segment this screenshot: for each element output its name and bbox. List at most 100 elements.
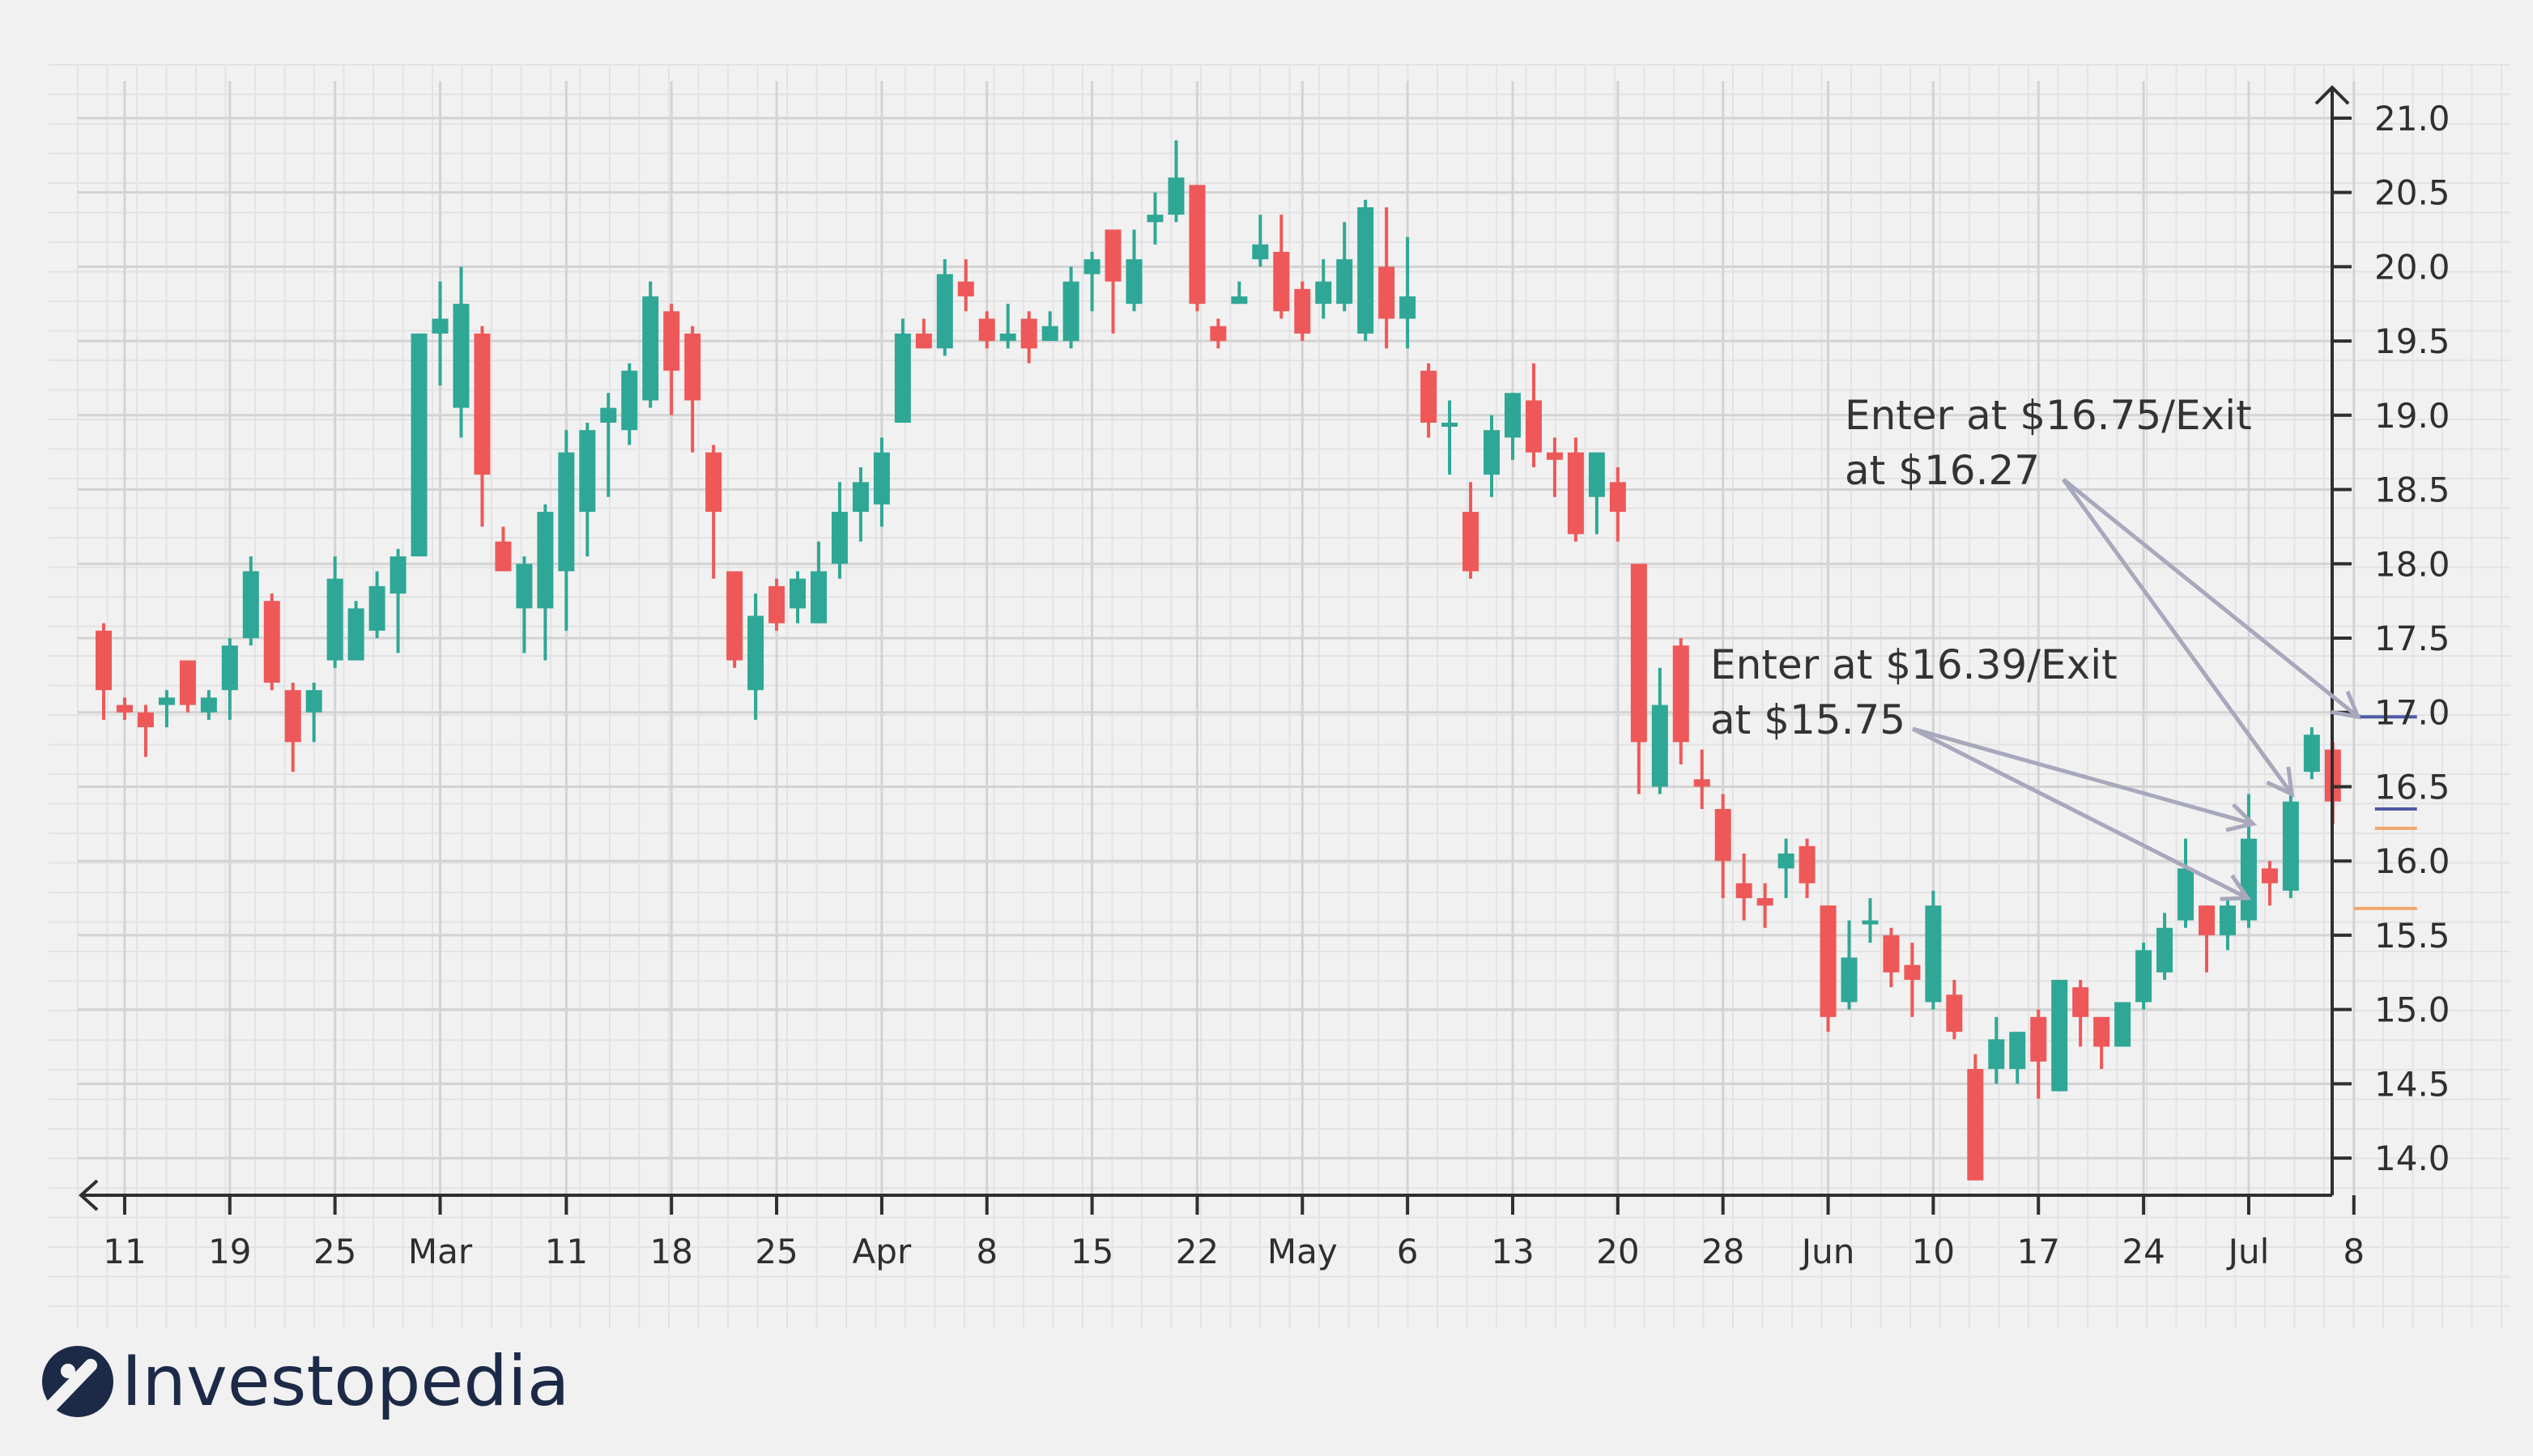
candle [1168, 140, 1185, 223]
candle-body [663, 311, 680, 371]
candle-body [474, 333, 491, 475]
candle [179, 660, 196, 713]
logo-wordmark: Investopedia [121, 1341, 570, 1422]
candle-body [263, 601, 280, 683]
x-tick-label: Mar [408, 1232, 473, 1271]
candle-body [2072, 987, 2089, 1017]
x-tick-label: Jul [2226, 1232, 2270, 1271]
candle [1273, 215, 1290, 319]
candle [158, 690, 175, 728]
candle-body [1567, 452, 1584, 534]
candle-body [999, 333, 1016, 342]
candle-body [1820, 905, 1837, 1017]
candle-body [1168, 177, 1185, 215]
x-tick-label: 18 [649, 1232, 692, 1271]
candle [600, 393, 617, 497]
candle-body [1841, 957, 1858, 1003]
candle-body [642, 296, 659, 401]
y-tick-label: 17.0 [2374, 693, 2450, 733]
candle [390, 548, 407, 653]
candle-body [1988, 1039, 2005, 1070]
y-tick-label: 16.5 [2374, 767, 2450, 807]
candle [1105, 229, 1122, 334]
candle-body [1399, 296, 1416, 319]
annotation-arrow [1912, 726, 2254, 826]
candle-body [1588, 452, 1605, 497]
candle [1651, 667, 1668, 794]
candle-body [284, 690, 301, 743]
annotation-2: Enter at $16.39/Exit at $15.75 [1710, 641, 2258, 901]
candle-body [1756, 898, 1773, 906]
candle-body [326, 578, 343, 661]
x-tick-label: 15 [1071, 1232, 1113, 1271]
y-tick-label: 19.0 [2374, 396, 2450, 436]
annotation-arrowhead-icon [2220, 874, 2252, 901]
candle [978, 311, 995, 349]
candle [2093, 1016, 2110, 1070]
grid [49, 64, 2510, 1328]
candle [915, 318, 932, 349]
x-tick-label: 8 [2343, 1232, 2365, 1271]
candle [2030, 1009, 2047, 1099]
candle [200, 690, 217, 720]
candle [642, 281, 659, 408]
candle-body [1735, 883, 1752, 899]
candle-body [1315, 281, 1332, 304]
candle-body [790, 578, 807, 609]
candle-body [705, 452, 722, 513]
candle-body [1357, 206, 1374, 334]
candle [2156, 913, 2173, 980]
x-tick-label: 25 [313, 1232, 356, 1271]
candle-body [684, 333, 701, 401]
candle-body [1020, 318, 1037, 349]
candle [1904, 943, 1921, 1017]
logo-mark-icon [42, 1346, 113, 1417]
y-tick-label: 20.0 [2374, 247, 2450, 287]
x-tick-label: May [1267, 1232, 1338, 1271]
candle-body [2135, 950, 2152, 1003]
candle [1399, 236, 1416, 349]
annotations: Enter at $16.75/Exit at $16.27 Enter at $1… [1710, 392, 2362, 901]
candle [2303, 727, 2320, 780]
candle [2261, 861, 2278, 906]
candle [1546, 437, 1563, 497]
candle [1693, 749, 1710, 809]
candle [1231, 281, 1248, 304]
candle [1567, 437, 1584, 542]
candle-body [1273, 251, 1290, 312]
candle [1967, 1054, 1984, 1181]
candle [221, 638, 238, 720]
candle [432, 281, 449, 386]
candle [1735, 854, 1752, 921]
y-tick-label: 15.0 [2374, 990, 2450, 1030]
candle-body [621, 370, 638, 431]
candle-body [747, 615, 764, 691]
candle [1441, 400, 1458, 475]
candle-body [600, 407, 617, 423]
candle [537, 504, 554, 661]
annotation-arrow [2061, 478, 2294, 796]
x-tick-label: Jun [1799, 1232, 1855, 1271]
candle-body [1925, 905, 1942, 1003]
candle [2282, 786, 2299, 899]
candle [263, 593, 280, 691]
candle-body [1799, 845, 1816, 883]
candle-body [200, 697, 217, 713]
candle-body [1231, 296, 1248, 304]
annotation-text: Enter at $16.39/Exit at $15.75 [1710, 641, 2118, 743]
candle [1777, 838, 1794, 899]
candle-body [1441, 422, 1458, 427]
candle-body [1484, 430, 1501, 475]
annotation-arrowhead-icon [2266, 766, 2295, 798]
candle-body [432, 318, 449, 334]
candle [1083, 251, 1100, 312]
candle-body [915, 333, 932, 349]
candle-body [2303, 734, 2320, 773]
candle-body [579, 430, 596, 513]
y-tick-label: 20.5 [2374, 173, 2450, 213]
candle [957, 259, 974, 312]
candle [137, 705, 154, 757]
candle-body [2114, 1002, 2131, 1047]
candle [1799, 838, 1816, 899]
candle-body [242, 571, 259, 638]
